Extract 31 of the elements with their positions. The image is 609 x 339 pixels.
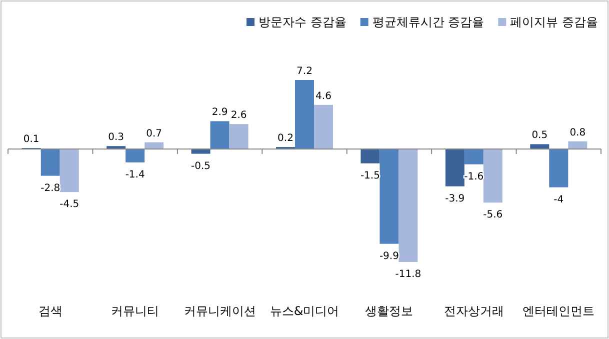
x-tick-label: 커뮤니티 — [111, 304, 160, 318]
data-label: 0.2 — [278, 133, 294, 144]
data-label: 2.6 — [230, 110, 247, 122]
data-label: -1.6 — [464, 171, 484, 182]
legend-label: 페이지뷰 증감율 — [510, 15, 598, 29]
x-tick-label: 검색 — [38, 304, 62, 318]
x-tick-label: 엔터테인먼트 — [522, 304, 595, 318]
data-label: 2.9 — [212, 107, 228, 118]
x-tick-label: 생활정보 — [365, 304, 414, 318]
data-label: 0.7 — [146, 128, 162, 140]
data-label: -11.8 — [395, 269, 422, 280]
data-label: -4 — [554, 194, 564, 206]
x-tick-label: 전자상거래 — [444, 304, 504, 318]
data-label: 0.3 — [108, 132, 124, 144]
data-label: 0.5 — [532, 130, 548, 142]
x-tick-label: 커뮤니케이션 — [184, 304, 256, 318]
data-label: 0.8 — [570, 127, 586, 138]
data-label: -2.8 — [40, 182, 60, 194]
data-label: -5.6 — [483, 210, 503, 221]
data-label: -9.9 — [379, 250, 399, 262]
x-tick-label: 뉴스&미디어 — [270, 304, 340, 318]
data-label: 7.2 — [296, 66, 312, 77]
data-label: -0.5 — [191, 160, 211, 172]
legend-label: 방문자수 증감율 — [258, 15, 346, 29]
data-label: 4.6 — [316, 90, 332, 102]
data-label: -1.5 — [360, 170, 380, 182]
data-label: 0.1 — [23, 134, 40, 146]
data-label: -4.5 — [60, 199, 80, 210]
legend-label: 평균체류시간 증감율 — [372, 15, 484, 29]
data-label: -3.9 — [445, 193, 465, 204]
data-label: -1.4 — [125, 169, 145, 180]
